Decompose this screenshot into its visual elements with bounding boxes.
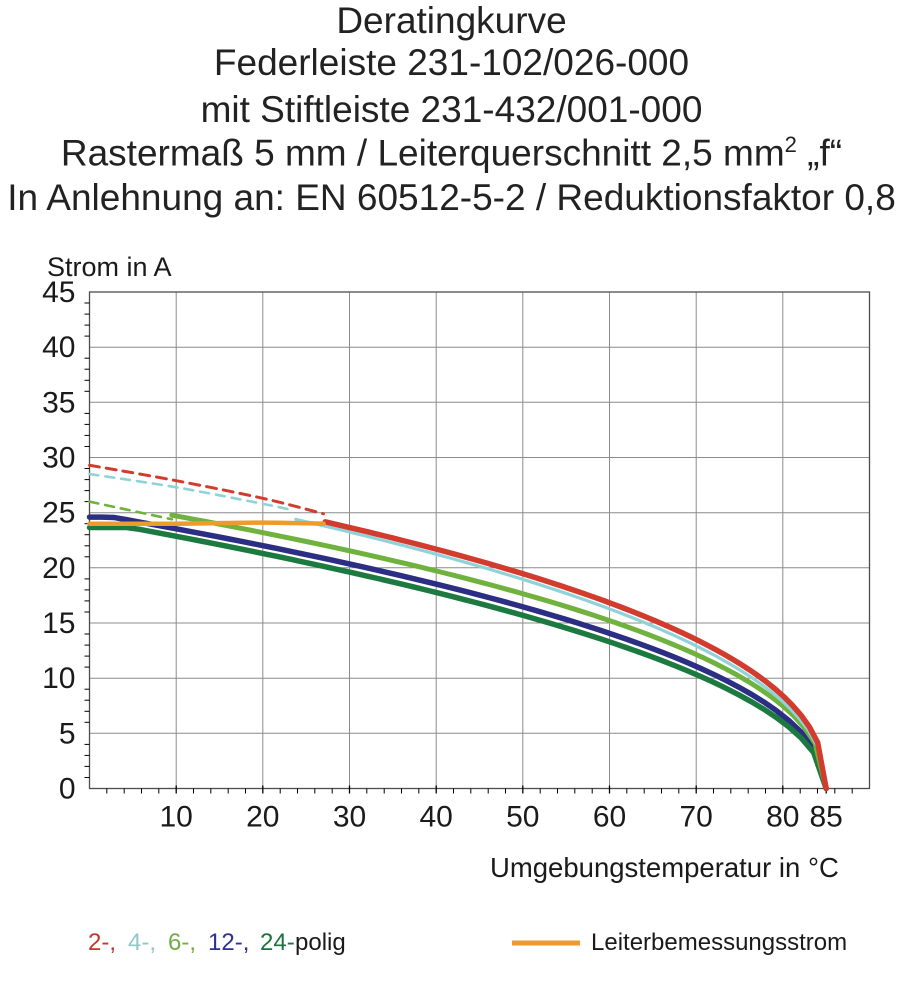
svg-text:35: 35 bbox=[42, 386, 75, 419]
svg-text:15: 15 bbox=[42, 607, 75, 640]
svg-text:10: 10 bbox=[160, 801, 193, 834]
svg-text:Leiterbemessungsstrom: Leiterbemessungsstrom bbox=[591, 929, 847, 956]
svg-text:30: 30 bbox=[333, 801, 366, 834]
svg-text:85: 85 bbox=[810, 801, 843, 834]
svg-text:polig: polig bbox=[295, 929, 346, 956]
svg-text:4-,: 4-, bbox=[128, 929, 156, 956]
svg-text:12-,: 12-, bbox=[208, 929, 249, 956]
svg-text:0: 0 bbox=[59, 773, 76, 806]
svg-text:24-: 24- bbox=[260, 929, 295, 956]
svg-text:20: 20 bbox=[246, 801, 279, 834]
svg-text:6-,: 6-, bbox=[168, 929, 196, 956]
svg-text:2-,: 2-, bbox=[88, 929, 116, 956]
svg-text:40: 40 bbox=[420, 801, 453, 834]
svg-text:Umgebungstemperatur in °C: Umgebungstemperatur in °C bbox=[490, 852, 839, 883]
svg-text:5: 5 bbox=[59, 717, 76, 750]
svg-text:Strom in A: Strom in A bbox=[47, 252, 172, 282]
svg-text:25: 25 bbox=[42, 497, 75, 530]
svg-text:40: 40 bbox=[42, 331, 75, 364]
svg-text:60: 60 bbox=[593, 801, 626, 834]
svg-text:30: 30 bbox=[42, 442, 75, 475]
svg-text:70: 70 bbox=[680, 801, 713, 834]
svg-text:50: 50 bbox=[506, 801, 539, 834]
svg-text:20: 20 bbox=[42, 552, 75, 585]
svg-text:80: 80 bbox=[766, 801, 799, 834]
svg-text:10: 10 bbox=[42, 662, 75, 695]
